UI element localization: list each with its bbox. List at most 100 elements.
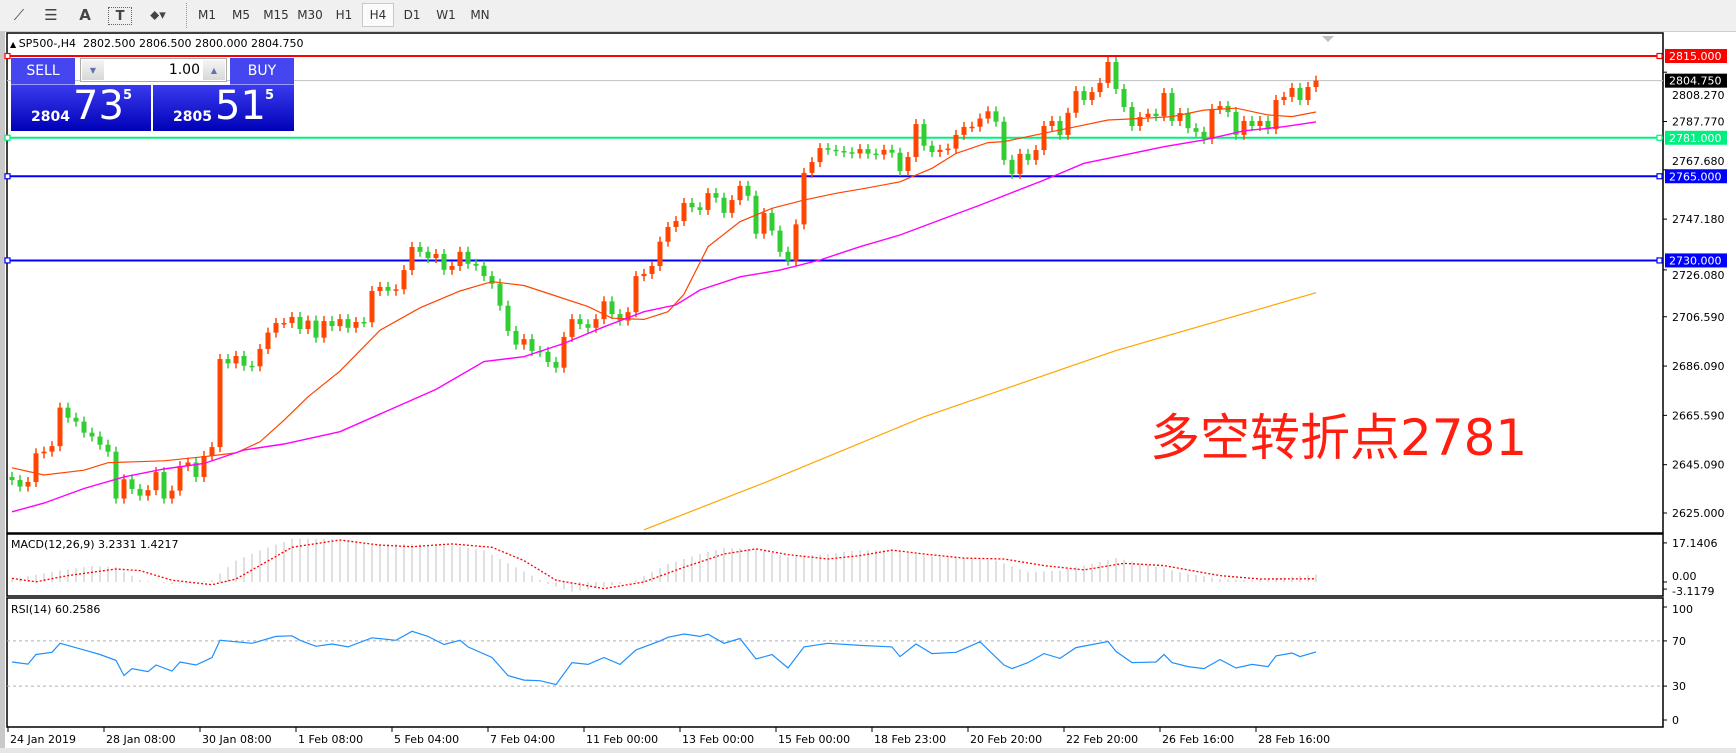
bid-price-label-bg xyxy=(1665,73,1727,88)
line-handle-left[interactable] xyxy=(4,257,11,264)
candle xyxy=(681,202,687,222)
candle xyxy=(649,265,655,274)
sell-price-box[interactable]: 2804 73 5 xyxy=(11,83,151,131)
line-handle-right[interactable] xyxy=(1656,52,1663,60)
candle xyxy=(377,286,383,291)
line-handle-right[interactable] xyxy=(1656,257,1663,264)
candle xyxy=(617,314,623,321)
timeframe-m1-button[interactable]: M1 xyxy=(198,8,216,22)
candle xyxy=(41,451,47,454)
fibonacci-fan-icon[interactable]: ⟋ xyxy=(13,6,25,24)
candle xyxy=(1065,112,1071,135)
chart-annotation[interactable]: 多空转折点2781 xyxy=(1150,409,1528,467)
time-tick-label: 28 Jan 08:00 xyxy=(106,733,176,746)
candle xyxy=(81,421,87,433)
candle xyxy=(473,263,479,266)
timeframe-m5-button[interactable]: M5 xyxy=(232,8,250,22)
time-tick-label: 1 Feb 08:00 xyxy=(298,733,363,746)
candle xyxy=(161,472,167,499)
candle xyxy=(929,145,935,152)
hline-price-label: 2781.000 xyxy=(1669,132,1722,145)
one-click-trading-panel: SELL ▼ 1.00 ▲ BUY 2804 73 5 2805 51 5 xyxy=(11,58,294,131)
candle xyxy=(497,283,503,306)
sell-button[interactable]: SELL xyxy=(11,58,75,85)
candle xyxy=(1265,120,1271,130)
candle xyxy=(945,148,951,151)
timeframe-m15-button[interactable]: M15 xyxy=(263,8,289,22)
candle xyxy=(1129,106,1135,126)
candle xyxy=(937,149,943,152)
timeframe-mn-button[interactable]: MN xyxy=(470,8,490,22)
lot-increase-button[interactable]: ▲ xyxy=(203,60,225,80)
candle xyxy=(1145,113,1151,118)
buy-button[interactable]: BUY xyxy=(230,58,294,85)
hline-price-label-bg xyxy=(1665,169,1727,184)
candle xyxy=(913,124,919,158)
candle xyxy=(665,227,671,242)
candle xyxy=(777,230,783,252)
timeframe-h4-button[interactable]: H4 xyxy=(362,3,394,27)
price-tick-label: 2726.080 xyxy=(1672,269,1725,282)
candle xyxy=(889,149,895,153)
candle xyxy=(1209,108,1215,139)
candle xyxy=(1009,159,1015,174)
timeframe-m30-button[interactable]: M30 xyxy=(297,8,323,22)
candle xyxy=(737,185,743,201)
text-icon[interactable]: A xyxy=(79,6,91,24)
candle xyxy=(1249,120,1255,126)
line-handle-right[interactable] xyxy=(1656,173,1663,180)
candle xyxy=(513,330,519,345)
candle xyxy=(425,251,431,259)
line-handle-left[interactable] xyxy=(4,134,11,141)
candle xyxy=(745,185,751,196)
candle xyxy=(105,444,111,452)
timeframe-h1-button[interactable]: H1 xyxy=(335,8,353,22)
candle xyxy=(329,321,335,327)
candle xyxy=(1097,82,1103,93)
candle xyxy=(1001,121,1007,160)
candle xyxy=(169,490,175,499)
symbol-info: ▲ SP500-,H4 2802.500 2806.500 2800.000 2… xyxy=(10,37,303,50)
candle xyxy=(833,149,839,152)
candle xyxy=(433,253,439,259)
rsi-title: RSI(14) 60.2586 xyxy=(11,603,100,616)
candle xyxy=(185,462,191,467)
line-handle-right[interactable] xyxy=(1656,134,1663,141)
candle xyxy=(1049,120,1055,126)
lot-size-value[interactable]: 1.00 xyxy=(168,62,200,78)
sell-price-prefix: 2804 xyxy=(31,109,70,125)
candle xyxy=(601,301,607,320)
rsi-tick-label: 70 xyxy=(1672,635,1686,648)
candle xyxy=(1041,125,1047,151)
candle xyxy=(1289,87,1295,97)
candle xyxy=(257,348,263,367)
candle xyxy=(553,361,559,368)
candle xyxy=(465,251,471,264)
timeframe-d1-button[interactable]: D1 xyxy=(403,8,421,22)
line-handle-left[interactable] xyxy=(4,52,11,60)
candle xyxy=(305,320,311,329)
candle xyxy=(1217,106,1223,109)
timeframe-w1-button[interactable]: W1 xyxy=(436,8,456,22)
lot-size-field[interactable]: ▼ 1.00 ▲ xyxy=(80,58,227,82)
time-tick-label: 24 Jan 2019 xyxy=(10,733,76,746)
line-handle-left[interactable] xyxy=(4,173,11,180)
candle xyxy=(993,111,999,122)
lot-decrease-button[interactable]: ▼ xyxy=(82,60,104,80)
candle xyxy=(865,149,871,154)
candle xyxy=(1169,93,1175,121)
candle xyxy=(1201,131,1207,139)
text-label-icon[interactable]: T xyxy=(108,7,132,25)
price-tick-label: 2787.770 xyxy=(1672,115,1725,128)
collapse-triangle-icon[interactable]: ▲ xyxy=(10,40,19,49)
buy-price-big: 51 xyxy=(215,83,266,129)
candle xyxy=(145,490,151,496)
time-tick-label: 13 Feb 00:00 xyxy=(682,733,754,746)
buy-price-box[interactable]: 2805 51 5 xyxy=(153,83,294,131)
fibonacci-levels-icon[interactable]: ☰ xyxy=(44,6,58,24)
chart-shift-marker-icon[interactable] xyxy=(1322,36,1334,42)
arrows-dropdown-icon[interactable]: ⬥▾ xyxy=(150,7,166,23)
candle xyxy=(873,153,879,156)
candle xyxy=(1193,128,1199,132)
candle xyxy=(1057,120,1063,135)
